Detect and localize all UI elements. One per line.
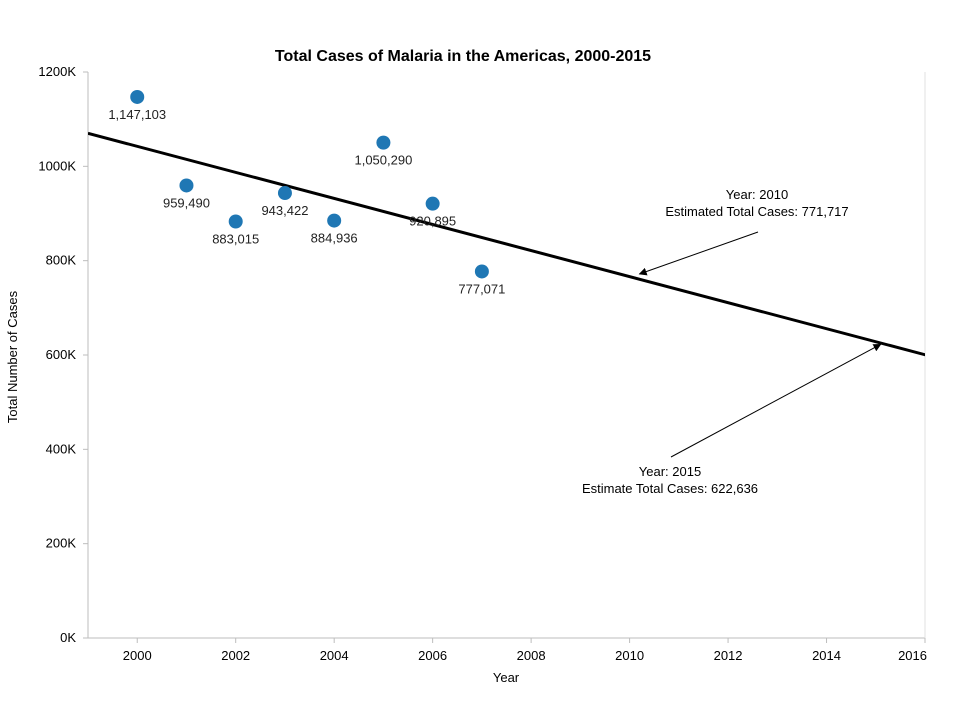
x-tick-label: 2016 <box>898 648 927 663</box>
annotation-line: Year: 2010 <box>726 187 788 202</box>
x-tick-label: 2008 <box>517 648 546 663</box>
y-tick-label: 800K <box>46 253 77 268</box>
annotation-text: Year: 2010 Estimated Total Cases: 771,717 <box>665 187 848 219</box>
annotation-arrow <box>670 343 882 458</box>
x-tick-label: 2000 <box>123 648 152 663</box>
x-axis-label: Year <box>493 670 520 685</box>
data-label: 1,147,103 <box>108 107 166 122</box>
x-tick-label: 2010 <box>615 648 644 663</box>
y-tick-label: 400K <box>46 441 77 456</box>
data-label: 943,422 <box>261 203 308 218</box>
data-label: 777,071 <box>458 281 505 296</box>
data-point <box>179 178 194 193</box>
y-tick-label: 1000K <box>38 158 76 173</box>
y-tick-label: 0K <box>60 630 76 645</box>
plot-area: 0K 200K 400K 600K 800K 1000K 1200K 2000 2002 2004… <box>38 64 927 663</box>
data-point <box>228 214 243 229</box>
data-label: 884,936 <box>311 231 358 246</box>
data-point <box>376 135 391 150</box>
annotation-arrow <box>638 231 759 276</box>
data-point <box>130 89 145 104</box>
data-point <box>474 264 489 279</box>
annotation-line: Estimated Total Cases: 771,717 <box>665 204 848 219</box>
annotation-line: Year: 2015 <box>639 464 701 479</box>
annotation-text: Year: 2015 Estimate Total Cases: 622,636 <box>582 464 758 496</box>
trend-line <box>88 131 925 357</box>
y-axis-label: Total Number of Cases <box>5 290 20 423</box>
data-point <box>327 213 342 228</box>
chart-title: Total Cases of Malaria in the Americas, … <box>275 48 651 65</box>
data-label: 1,050,290 <box>354 153 412 168</box>
x-tick-label: 2014 <box>812 648 841 663</box>
x-tick-label: 2006 <box>418 648 447 663</box>
x-tick-label: 2002 <box>221 648 250 663</box>
y-tick-label: 1200K <box>38 64 76 79</box>
data-point <box>277 186 292 201</box>
data-label: 920,895 <box>409 214 456 229</box>
data-label: 959,490 <box>163 195 210 210</box>
x-tick-label: 2004 <box>320 648 349 663</box>
data-label: 883,015 <box>212 232 259 247</box>
y-tick-label: 200K <box>46 536 77 551</box>
y-tick-label: 600K <box>46 347 77 362</box>
annotation-line: Estimate Total Cases: 622,636 <box>582 481 758 496</box>
x-tick-label: 2012 <box>714 648 743 663</box>
data-point <box>425 196 440 211</box>
